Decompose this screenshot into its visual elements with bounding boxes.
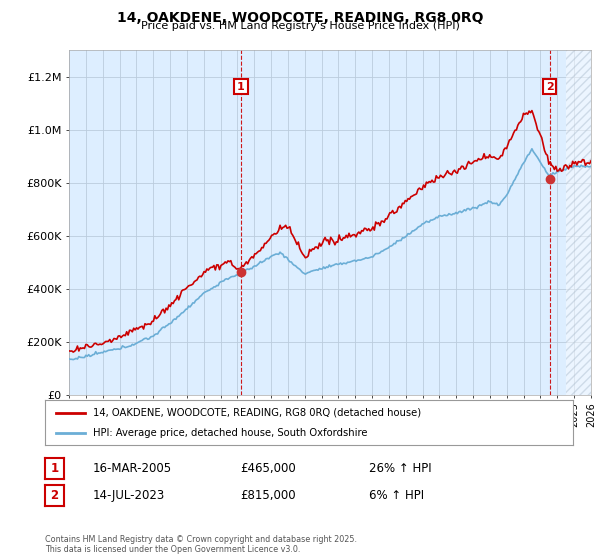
Text: Price paid vs. HM Land Registry's House Price Index (HPI): Price paid vs. HM Land Registry's House … [140, 21, 460, 31]
Text: 2: 2 [546, 82, 553, 92]
Text: £815,000: £815,000 [240, 489, 296, 502]
Bar [566, 50, 591, 395]
Text: 2: 2 [50, 489, 59, 502]
Text: HPI: Average price, detached house, South Oxfordshire: HPI: Average price, detached house, Sout… [92, 428, 367, 438]
Bar [566, 50, 591, 395]
Text: 6% ↑ HPI: 6% ↑ HPI [369, 489, 424, 502]
Text: 14, OAKDENE, WOODCOTE, READING, RG8 0RQ (detached house): 14, OAKDENE, WOODCOTE, READING, RG8 0RQ … [92, 408, 421, 418]
Text: Contains HM Land Registry data © Crown copyright and database right 2025.
This d: Contains HM Land Registry data © Crown c… [45, 535, 357, 554]
Text: £465,000: £465,000 [240, 462, 296, 475]
Text: 14-JUL-2023: 14-JUL-2023 [93, 489, 165, 502]
Text: 16-MAR-2005: 16-MAR-2005 [93, 462, 172, 475]
Text: 26% ↑ HPI: 26% ↑ HPI [369, 462, 431, 475]
Text: 1: 1 [50, 462, 59, 475]
Text: 1: 1 [237, 82, 245, 92]
Text: 14, OAKDENE, WOODCOTE, READING, RG8 0RQ: 14, OAKDENE, WOODCOTE, READING, RG8 0RQ [117, 11, 483, 25]
